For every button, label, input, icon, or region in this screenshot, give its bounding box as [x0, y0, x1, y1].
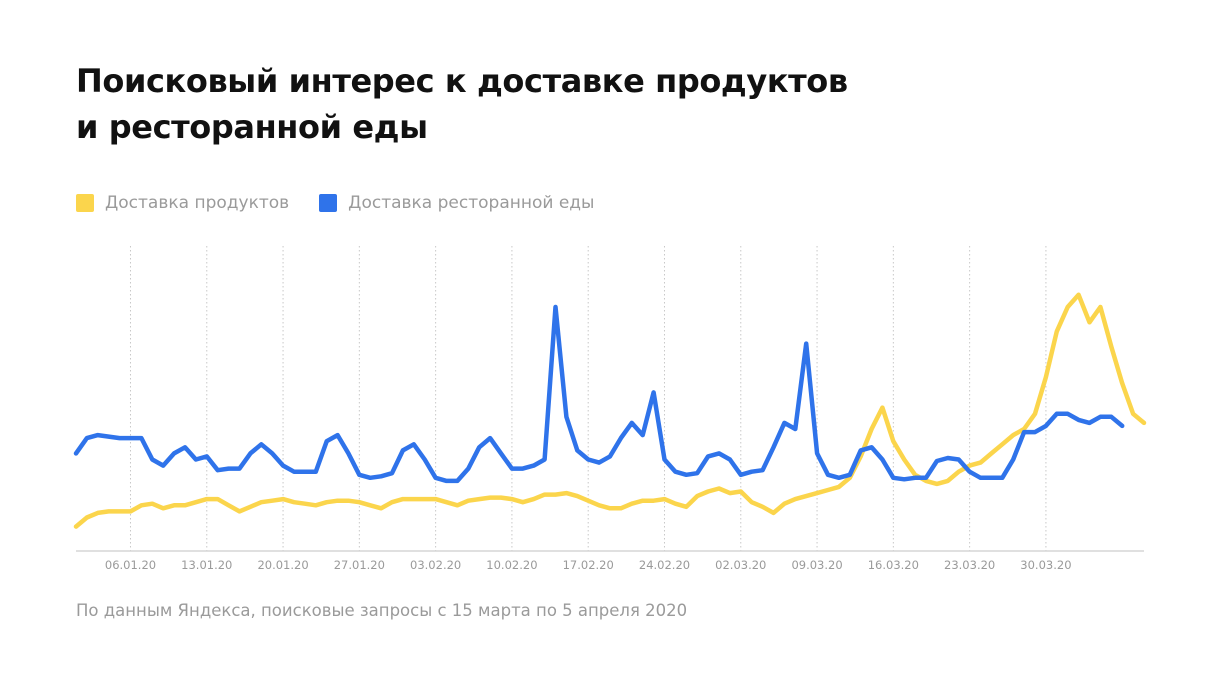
x-tick-label-12: 30.03.20 — [1020, 558, 1071, 572]
grid-lines — [129, 246, 1047, 551]
legend-label-restaurant: Доставка ресторанной еды — [348, 193, 595, 213]
legend-label-grocery: Доставка продуктов — [105, 193, 290, 213]
x-tick-label-1: 13.01.20 — [181, 558, 232, 572]
x-axis-ticks: 06.01.20 13.01.20 20.01.20 27.01.20 03.02.20… — [105, 558, 1072, 572]
x-tick-label-4: 03.02.20 — [410, 558, 461, 572]
x-tick-label-2: 20.01.20 — [257, 558, 308, 572]
legend-item-grocery: Доставка продуктов — [76, 193, 289, 213]
title-line-2: и ресторанной еды — [76, 108, 428, 146]
footnote: По данным Яндекса, поисковые запросы с 1… — [76, 601, 688, 620]
x-tick-label-10: 16.03.20 — [868, 558, 919, 572]
legend-item-restaurant: Доставка ресторанной еды — [319, 193, 594, 213]
x-tick-label-7: 24.02.20 — [639, 558, 690, 572]
title-line-1: Поисковый интерес к доставке продуктов — [76, 62, 848, 100]
legend-swatch-grocery — [76, 194, 94, 212]
x-tick-label-0: 06.01.20 — [105, 558, 156, 572]
x-tick-label-11: 23.03.20 — [944, 558, 995, 572]
x-tick-label-3: 27.01.20 — [334, 558, 385, 572]
series-line-restaurant — [73, 304, 1125, 484]
x-tick-label-9: 09.03.20 — [791, 558, 842, 572]
x-tick-label-5: 10.02.20 — [486, 558, 537, 572]
series-lines — [73, 292, 1147, 529]
series-line-grocery — [73, 292, 1147, 529]
x-tick-label-8: 02.03.20 — [715, 558, 766, 572]
page-title: Поисковый интерес к доставке продуктов и… — [76, 58, 1076, 150]
legend-swatch-restaurant — [319, 194, 338, 212]
chart-legend: Доставка продуктов Доставка ресторанной … — [76, 190, 624, 216]
x-tick-label-6: 17.02.20 — [563, 558, 614, 572]
